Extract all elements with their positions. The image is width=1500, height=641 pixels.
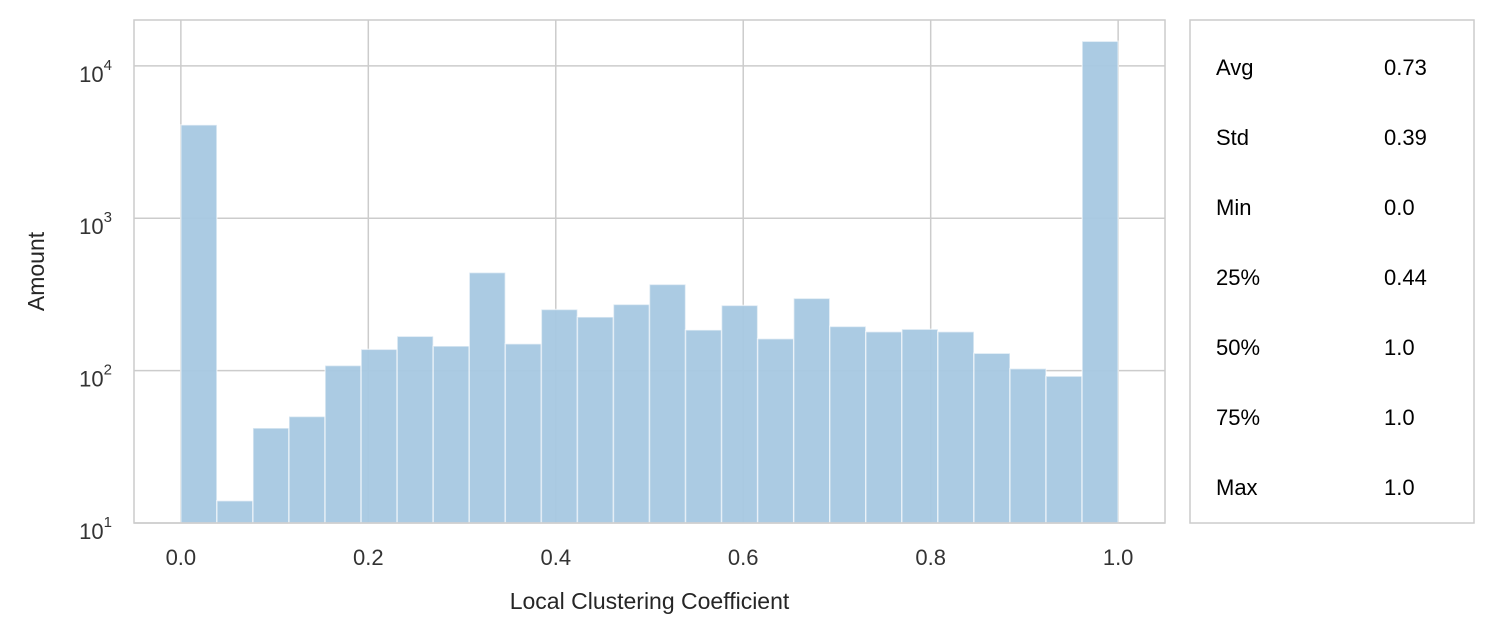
histogram-bar-9 [504,343,543,524]
stat-label-5: 75% [1216,405,1260,430]
histogram-bars [180,40,1119,524]
histogram-bar-17 [792,297,831,524]
histogram-bar-23 [1009,367,1047,524]
histogram-bar-20 [901,328,939,524]
histogram-bar-15 [720,304,759,524]
stat-label-2: Min [1216,195,1251,220]
x-tick-label-5: 1.0 [1103,545,1134,570]
y-tick-label-3: 104 [79,57,112,87]
histogram-bar-11 [576,316,615,524]
stat-value-6: 1.0 [1384,475,1415,500]
histogram-bar-2 [252,427,290,524]
histogram-bar-12 [612,303,651,524]
stat-value-3: 0.44 [1384,265,1427,290]
histogram-bar-8 [468,271,507,524]
histogram-bar-24 [1045,375,1083,524]
histogram-bar-16 [756,337,795,524]
x-tick-label-4: 0.8 [915,545,946,570]
histogram-bar-5 [360,348,398,524]
histogram-bar-1 [216,499,254,524]
histogram-bar-6 [396,335,434,524]
histogram-bar-25 [1081,40,1119,524]
stat-value-4: 1.0 [1384,335,1415,360]
stat-label-3: 25% [1216,265,1260,290]
stat-value-0: 0.73 [1384,55,1427,80]
histogram-bar-3 [288,415,326,524]
stat-value-5: 1.0 [1384,405,1415,430]
y-tick-label-0: 101 [79,514,112,544]
histogram-bar-10 [540,308,579,524]
histogram-bar-14 [684,329,723,524]
y-tick-label-1: 102 [79,362,112,392]
plot-frame [133,19,1166,524]
histogram-bar-22 [973,352,1011,524]
stat-value-1: 0.39 [1384,125,1427,150]
histogram-bar-13 [648,283,687,524]
stats-panel: Avg 0.73 Std 0.39 Min 0.0 25% 0.44 50% 1.0 75% 1.0 M… [1189,19,1475,524]
stats-panel-frame [1189,19,1475,524]
histogram-bar-4 [324,364,362,524]
stat-value-2: 0.0 [1384,195,1415,220]
histogram-bar-0 [180,124,218,524]
x-tick-label-1: 0.2 [353,545,384,570]
stat-label-4: 50% [1216,335,1260,360]
stats-rows: Avg 0.73 Std 0.39 Min 0.0 25% 0.44 50% 1.0 75% 1.0 M… [1216,55,1427,500]
x-tick-label-2: 0.4 [540,545,571,570]
stat-label-0: Avg [1216,55,1254,80]
x-tick-label-0: 0.0 [166,545,197,570]
x-tick-labels: 0.0 0.2 0.4 0.6 0.8 1.0 [166,545,1134,570]
x-axis-title: Local Clustering Coefficient [510,588,790,614]
histogram-bar-18 [828,325,867,524]
y-tick-label-2: 103 [79,209,112,239]
histogram-bar-7 [432,345,471,524]
stat-label-6: Max [1216,475,1258,500]
y-axis-title: Amount [23,231,49,311]
x-tick-label-3: 0.6 [728,545,759,570]
histogram-bar-19 [865,330,903,524]
stat-label-1: Std [1216,125,1249,150]
histogram-bar-21 [937,330,975,524]
y-tick-labels: 101 102 103 104 [79,57,112,544]
